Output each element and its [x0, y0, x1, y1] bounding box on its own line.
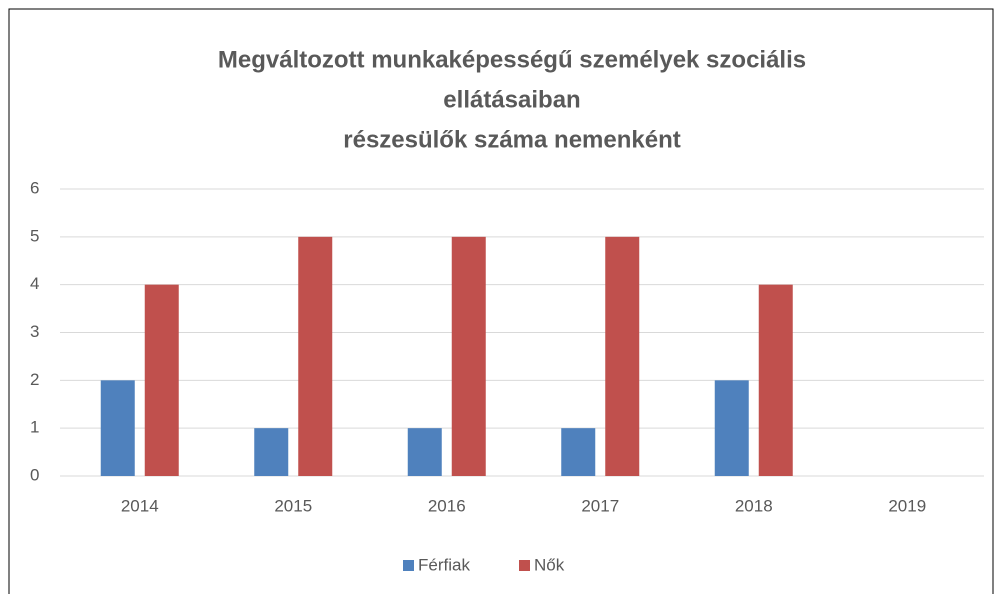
chart-title: részesülők száma nemenként: [343, 126, 681, 153]
x-tick-label: 2017: [581, 496, 619, 515]
x-tick-label: 2018: [735, 496, 773, 515]
bar: [714, 380, 749, 476]
y-tick-label: 3: [30, 322, 39, 341]
chart-title: Megváltozott munkaképességű személyek sz…: [218, 46, 806, 73]
y-tick-label: 5: [30, 226, 39, 245]
legend-label: Férfiak: [418, 555, 470, 574]
y-tick-label: 4: [30, 274, 39, 293]
legend-label: Nők: [534, 555, 565, 574]
x-tick-label: 2015: [274, 496, 312, 515]
bar: [298, 236, 333, 476]
bar: [451, 236, 486, 476]
bar: [254, 428, 289, 476]
bar: [100, 380, 135, 476]
x-tick-label: 2014: [121, 496, 159, 515]
y-tick-label: 0: [30, 465, 39, 484]
bar: [758, 284, 793, 476]
chart-title: ellátásaiban: [443, 86, 580, 113]
bar: [561, 428, 596, 476]
x-tick-label: 2016: [428, 496, 466, 515]
bar: [407, 428, 442, 476]
legend-swatch: [519, 560, 530, 571]
bar: [144, 284, 179, 476]
legend-swatch: [403, 560, 414, 571]
y-tick-label: 2: [30, 370, 39, 389]
y-tick-label: 1: [30, 418, 39, 437]
x-tick-label: 2019: [888, 496, 926, 515]
y-tick-label: 6: [30, 178, 39, 197]
bar: [605, 236, 640, 476]
